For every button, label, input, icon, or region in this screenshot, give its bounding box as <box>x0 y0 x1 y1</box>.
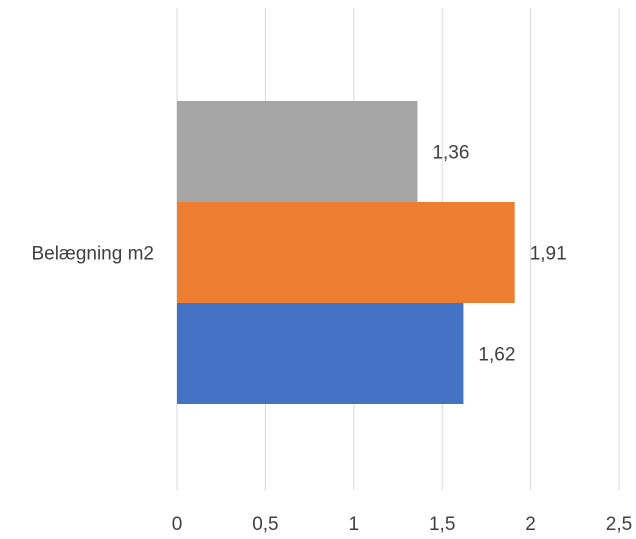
x-tick-label: 0,5 <box>252 514 278 535</box>
data-labels: 1,62 1,91 1,36 <box>432 143 566 366</box>
bar-value-label: 1,62 <box>478 345 515 366</box>
x-tick-label: 2 <box>525 514 536 535</box>
category-labels: Belægning m2 <box>31 244 154 265</box>
bar <box>177 303 464 404</box>
x-tick-label: 1 <box>349 514 360 535</box>
bar <box>177 202 515 303</box>
bar-series <box>177 101 515 404</box>
x-tick-label: 0 <box>172 514 183 535</box>
x-tick-label: 2,5 <box>606 514 632 535</box>
bar-value-label: 1,36 <box>432 143 469 164</box>
bar <box>177 101 418 202</box>
category-label: Belægning m2 <box>31 244 154 265</box>
x-tick-label: 1,5 <box>429 514 455 535</box>
bar-value-label: 1,91 <box>530 244 567 265</box>
x-axis-tick-labels: 0 0,5 1 1,5 2 2,5 <box>172 514 633 535</box>
